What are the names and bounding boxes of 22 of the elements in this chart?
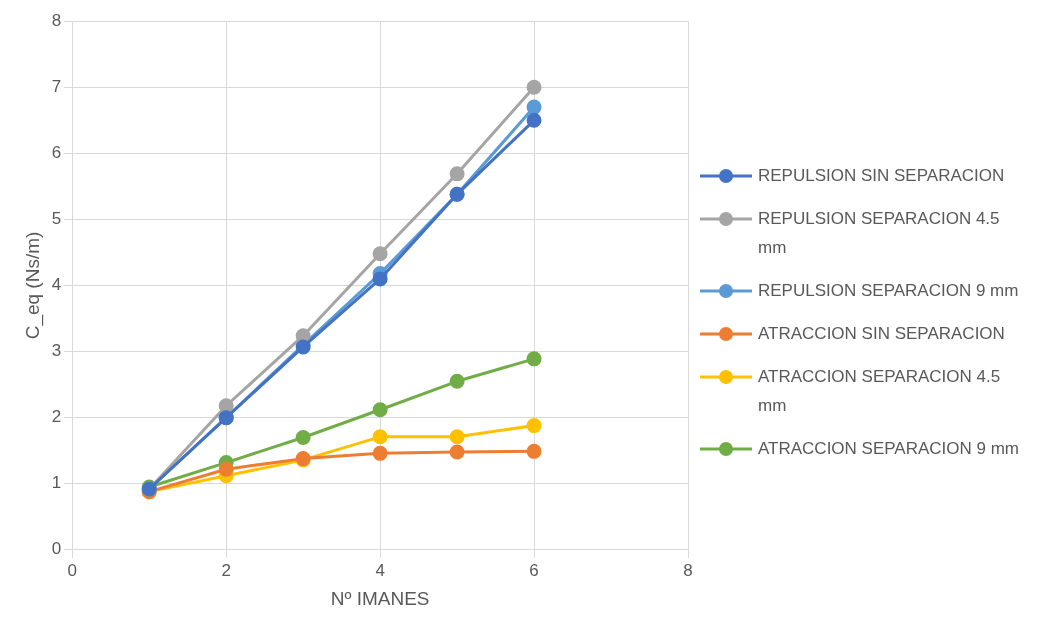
legend-label: REPULSION SEPARACION 9 mm [758,279,1019,302]
legend-label: REPULSION SIN SEPARACION [758,164,1005,187]
x-tick-label: 4 [375,560,385,580]
y-tick-label: 4 [51,275,62,295]
legend-label: ATRACCION SIN SEPARACION [758,322,1005,345]
y-tick-label: 6 [51,143,62,163]
y-axis-title: C_eq (Ns/m) [21,231,44,340]
y-tick-label: 1 [51,473,62,493]
y-tick-label: 0 [51,539,62,559]
x-axis-title: Nº IMANES [330,587,430,609]
legend-label: REPULSION SEPARACION 4.5 mm [758,207,1001,259]
x-tick-label: 2 [221,560,231,580]
legend-label: ATRACCION SEPARACION 9 mm [758,437,1020,460]
y-tick-label: 5 [51,209,62,229]
y-tick-label: 7 [51,76,62,96]
y-tick-label: 3 [51,341,62,361]
y-tick-label: 8 [51,10,62,30]
y-tick-label: 2 [51,407,62,427]
legend-label: ATRACCION SEPARACION 4.5 mm [758,365,1002,417]
x-tick-label: 6 [529,560,539,580]
x-tick-label: 8 [683,560,693,580]
x-tick-label: 0 [67,560,77,580]
